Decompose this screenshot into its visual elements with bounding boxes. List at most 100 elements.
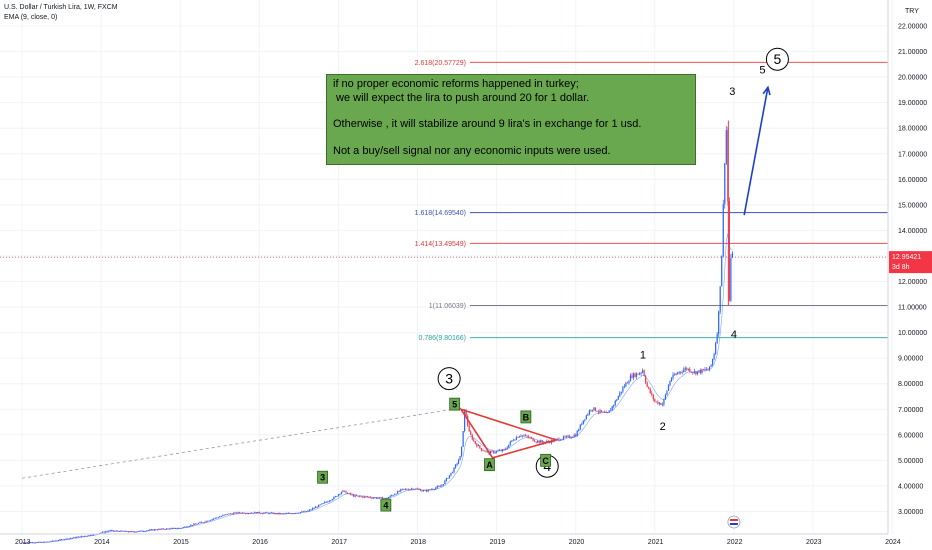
candle-body <box>436 486 438 488</box>
wave-label: 1 <box>640 349 646 361</box>
candle-body <box>424 490 426 491</box>
candle-body <box>727 130 729 202</box>
candle-body <box>211 519 213 521</box>
candle-body <box>482 450 484 452</box>
candle-body <box>368 497 370 498</box>
price-tick-label: 8.00000 <box>898 381 923 388</box>
candle-body <box>538 440 540 443</box>
candle-body <box>464 410 466 432</box>
projection-arrow-head <box>762 85 771 96</box>
indicator-legend[interactable]: EMA (9, close, 0) <box>4 14 58 21</box>
wave-box <box>449 397 461 411</box>
candle-body <box>426 490 428 492</box>
candle-body <box>214 517 216 519</box>
candle-body <box>608 410 610 413</box>
candle-body <box>316 506 318 508</box>
candle-body <box>705 369 708 371</box>
candle-body <box>628 381 630 383</box>
candle-body <box>619 392 621 397</box>
candle-body <box>223 514 225 516</box>
candle-body <box>666 390 668 395</box>
candle-body <box>54 540 57 542</box>
time-tick-label: 2020 <box>569 539 585 546</box>
candle-body <box>448 475 451 479</box>
symbol-title[interactable]: U.S. Dollar / Turkish Lira, 1W, FXCM <box>4 4 118 11</box>
candle-body <box>441 485 443 487</box>
candle-body <box>162 528 165 530</box>
candle-body <box>410 488 413 490</box>
candle-body <box>339 493 341 495</box>
candle-body <box>505 448 507 450</box>
candle-body <box>351 494 353 496</box>
candle-body <box>575 434 577 437</box>
note-line-1: if no proper economic reforms happened i… <box>333 78 579 90</box>
candle-body <box>149 529 151 531</box>
candle-body <box>328 500 330 502</box>
flag-icon[interactable] <box>727 515 741 529</box>
candle-body <box>594 407 597 412</box>
candle-body <box>83 535 85 537</box>
fib-label: 1.618(14.69540) <box>415 210 466 217</box>
candle-body <box>409 489 411 490</box>
price-tick-label: 21.00000 <box>898 49 927 56</box>
candle-body <box>651 392 653 395</box>
candle-body <box>474 441 476 444</box>
candle-body <box>65 538 67 540</box>
candle-body <box>535 441 537 443</box>
candle-body <box>718 311 720 334</box>
candle-body <box>657 401 659 404</box>
note-line-3: Otherwise , it will stabilize around 9 l… <box>333 118 642 130</box>
candle-body <box>377 498 379 499</box>
price-tick-label: 16.00000 <box>898 177 927 184</box>
candle-body <box>321 503 323 505</box>
candle-body <box>508 444 510 448</box>
candle-body <box>712 358 714 365</box>
candle-body <box>77 536 79 538</box>
time-tick-label: 2024 <box>885 539 901 546</box>
candle-body <box>406 488 408 490</box>
candle-body <box>698 370 700 372</box>
candle-body <box>645 375 647 383</box>
candle-body <box>86 535 89 537</box>
candle-body <box>202 522 204 523</box>
candle-body <box>220 516 222 517</box>
price-axis[interactable]: 3.00000 4.00000 5.00000 6.00000 7.00000 8.000… <box>887 0 932 534</box>
candle-body <box>541 440 543 443</box>
wave-circle <box>437 367 461 391</box>
candle-body <box>374 497 376 499</box>
candle-body <box>398 491 400 492</box>
candle-body <box>346 493 349 494</box>
candle-body <box>565 436 568 438</box>
candle-body <box>614 400 616 405</box>
candle-body <box>462 431 464 447</box>
wave-box <box>380 498 392 512</box>
candle-body <box>447 478 449 480</box>
candle-body <box>334 496 336 497</box>
candle-body <box>623 386 625 388</box>
candle-body <box>111 530 113 531</box>
candle-body <box>200 522 203 523</box>
candle-body <box>369 497 371 498</box>
candle-body <box>491 451 493 452</box>
candle-body <box>302 511 305 513</box>
candle-body <box>629 375 632 382</box>
candle-body <box>514 439 516 441</box>
price-tick-label: 6.00000 <box>898 432 923 439</box>
candle-body <box>229 513 231 515</box>
trend-lines <box>0 256 888 479</box>
candle-body <box>496 451 498 453</box>
candle-body <box>611 406 613 410</box>
fib-label: 1(11.06039) <box>429 303 466 310</box>
candle-body <box>708 366 711 370</box>
candle-body <box>225 514 227 516</box>
candle-body <box>365 496 367 498</box>
time-axis[interactable]: 2013 2014 2015 2016 2017 2018 2019 2020 2021 2022… <box>0 515 901 546</box>
candle-body <box>70 538 72 539</box>
candle-body <box>301 511 303 513</box>
candle-body <box>632 373 635 378</box>
price-tick-label: 18.00000 <box>898 126 927 133</box>
candle-body <box>381 497 384 500</box>
candle-body <box>407 489 409 491</box>
candle-body <box>194 523 197 525</box>
